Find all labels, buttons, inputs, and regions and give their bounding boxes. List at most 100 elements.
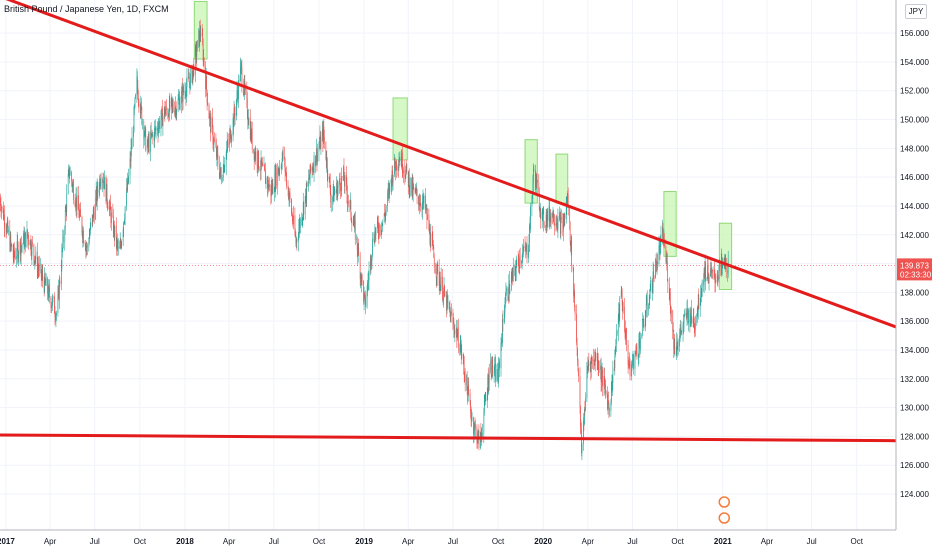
candle-body: [368, 270, 370, 281]
candle-body: [550, 216, 551, 224]
candle-body: [451, 311, 452, 314]
candle-body: [80, 209, 81, 217]
candle-body: [436, 262, 438, 278]
support-trendline[interactable]: [0, 433, 897, 443]
candle-body: [93, 210, 95, 213]
candle-body: [607, 393, 608, 409]
candle-body: [456, 335, 458, 340]
candle-body: [712, 269, 713, 272]
candle-body: [703, 268, 705, 286]
candle-body: [600, 366, 601, 370]
highlight-zone[interactable]: [392, 97, 408, 161]
highlight-zone[interactable]: [555, 153, 569, 204]
candle-body: [601, 372, 602, 383]
candle-body: [43, 280, 45, 292]
candle-body: [214, 139, 215, 142]
candle-body: [415, 189, 416, 193]
candle-body: [553, 221, 555, 223]
candle-body: [45, 278, 47, 286]
candle-body: [653, 278, 655, 280]
candle-body: [586, 371, 588, 399]
candle-body: [453, 321, 455, 329]
candle-body: [693, 326, 695, 328]
candle-body: [82, 230, 84, 239]
candle-body: [563, 222, 565, 226]
candle-body: [651, 279, 653, 292]
candle-body: [449, 302, 450, 311]
descending-trendline[interactable]: [5, 0, 897, 329]
candle-body: [224, 165, 226, 168]
candle-body: [484, 398, 486, 402]
candle-body: [27, 234, 29, 236]
candle-body: [227, 143, 229, 145]
highlight-zone[interactable]: [663, 191, 677, 257]
candle-body: [6, 225, 8, 233]
last-price-tag[interactable]: [897, 258, 932, 281]
currency-badge[interactable]: JPY: [905, 4, 927, 19]
candle-body: [134, 98, 136, 107]
candle-body: [282, 150, 283, 159]
time-tick-label: Jul: [627, 537, 637, 546]
candle-body: [262, 163, 263, 166]
candle-body: [367, 281, 369, 283]
candle-body: [574, 291, 575, 307]
candle-body: [585, 398, 586, 411]
candle-body: [198, 30, 200, 45]
candle-body: [106, 183, 108, 202]
candle-body: [253, 148, 255, 152]
candle-body: [64, 211, 66, 230]
candle-body: [528, 243, 530, 251]
time-tick-label: Jul: [806, 537, 816, 546]
candle-body: [474, 423, 475, 431]
candle-body: [444, 285, 445, 296]
candle-body: [188, 76, 190, 82]
candle-body: [354, 219, 356, 221]
candle-body: [278, 171, 280, 174]
candle-body: [405, 170, 407, 179]
candle-body: [435, 273, 437, 278]
candle-body: [124, 206, 126, 220]
dividend-marker-icon[interactable]: [718, 512, 731, 524]
candle-body: [7, 220, 9, 232]
candle-body: [669, 292, 671, 299]
highlight-zone[interactable]: [524, 139, 538, 204]
candle-body: [429, 226, 431, 243]
candle-body: [23, 233, 25, 248]
event-marker-icon[interactable]: [718, 496, 731, 508]
candle-body: [607, 400, 609, 409]
candle-body: [375, 227, 377, 236]
candle-body: [117, 242, 119, 248]
candle-body: [28, 234, 29, 242]
candle-body: [475, 425, 476, 428]
candle-body: [452, 313, 454, 322]
candle-body: [584, 409, 585, 424]
candle-body: [69, 175, 71, 176]
candle-body: [275, 168, 277, 186]
candle-body: [273, 190, 275, 194]
candle-body: [587, 365, 589, 368]
candle-body: [710, 268, 711, 277]
candle-body: [508, 298, 509, 300]
time-tick-label: Jul: [448, 537, 458, 546]
candle-body: [542, 210, 544, 212]
candle-body: [268, 180, 269, 190]
candle-body: [361, 274, 363, 282]
candle-body: [683, 322, 684, 325]
candle-body: [260, 157, 262, 171]
candle-body: [615, 344, 617, 350]
candle-body: [409, 177, 411, 190]
candle-body: [133, 132, 134, 137]
candle-body: [510, 278, 512, 290]
candle-body: [473, 430, 475, 435]
candle-body: [75, 197, 77, 207]
candle-body: [531, 195, 533, 207]
candle-body: [136, 76, 138, 95]
candle-body: [474, 423, 476, 426]
candle-body: [265, 177, 267, 184]
candle-body: [113, 223, 115, 238]
candle-body: [604, 376, 605, 384]
candle-body: [236, 90, 238, 100]
candle-body: [397, 167, 399, 171]
candle-body: [666, 261, 668, 280]
